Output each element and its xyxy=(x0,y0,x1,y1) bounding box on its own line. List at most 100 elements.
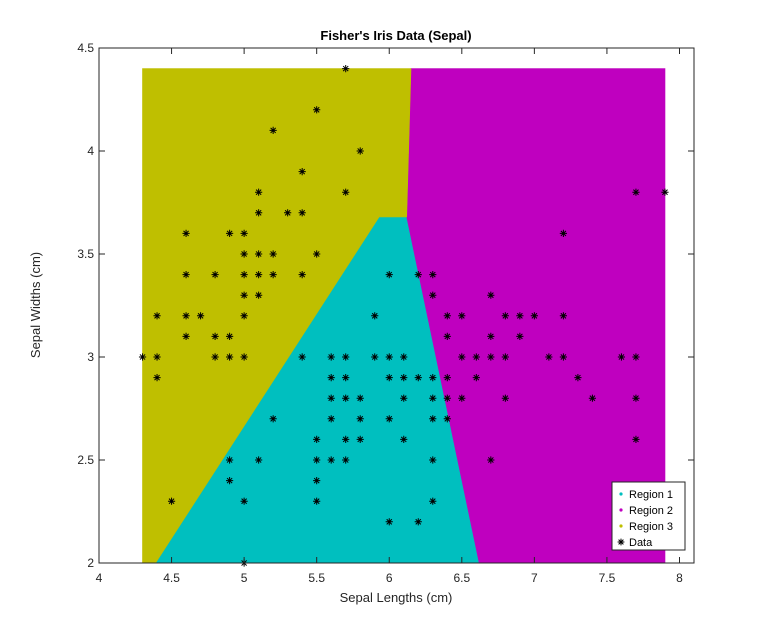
data-point xyxy=(516,312,524,320)
data-points xyxy=(138,65,669,567)
x-tick-label: 5.5 xyxy=(308,571,325,585)
legend-marker xyxy=(617,538,625,546)
data-point xyxy=(226,456,234,464)
y-tick-label: 4 xyxy=(87,144,94,158)
data-point xyxy=(327,394,335,402)
data-point xyxy=(226,332,234,340)
data-point xyxy=(342,65,350,73)
y-tick-label: 3.5 xyxy=(77,247,94,261)
x-tick-label: 7 xyxy=(531,571,538,585)
data-point xyxy=(487,332,495,340)
legend-box xyxy=(611,481,686,551)
data-point xyxy=(327,374,335,382)
data-point xyxy=(414,271,422,279)
data-point xyxy=(559,229,567,237)
data-point xyxy=(313,497,321,505)
y-axis-title: Sepal Widths (cm) xyxy=(28,252,43,358)
legend-item: Data xyxy=(617,537,653,549)
data-point xyxy=(588,394,597,402)
data-point xyxy=(153,312,161,320)
data-point xyxy=(472,374,480,382)
data-point xyxy=(429,497,437,505)
legend-label: Region 2 xyxy=(629,505,673,517)
data-point xyxy=(255,291,263,299)
data-point xyxy=(429,456,437,464)
data-point xyxy=(342,435,350,443)
data-point xyxy=(356,147,364,155)
data-point xyxy=(342,353,350,361)
data-point xyxy=(255,271,263,279)
data-point xyxy=(632,435,640,443)
chart-title: Fisher's Iris Data (Sepal) xyxy=(320,28,471,43)
data-point xyxy=(240,291,248,299)
data-point xyxy=(182,332,190,340)
legend-label: Data xyxy=(629,537,653,549)
data-point xyxy=(501,312,509,320)
data-point xyxy=(211,271,219,279)
data-point xyxy=(617,353,626,361)
data-point xyxy=(327,415,335,423)
data-point xyxy=(443,415,451,423)
data-point xyxy=(559,353,567,361)
data-point xyxy=(356,435,364,443)
data-point xyxy=(138,353,147,361)
data-point xyxy=(501,394,509,402)
data-point xyxy=(196,312,205,320)
x-tick-label: 5 xyxy=(241,571,248,585)
data-point xyxy=(429,291,437,299)
data-point xyxy=(342,394,350,402)
data-point xyxy=(443,374,451,382)
data-point xyxy=(487,353,495,361)
x-tick-label: 7.5 xyxy=(599,571,616,585)
data-point xyxy=(516,332,524,340)
data-point xyxy=(574,374,582,382)
data-point xyxy=(458,353,466,361)
axes-box xyxy=(98,47,695,564)
data-point xyxy=(313,456,321,464)
data-point xyxy=(153,374,161,382)
plot-area xyxy=(98,47,695,567)
data-point xyxy=(400,374,408,382)
y-tick-label: 2.5 xyxy=(77,453,94,467)
data-point xyxy=(472,353,480,361)
data-point xyxy=(429,415,437,423)
data-point xyxy=(211,353,219,361)
data-point xyxy=(385,353,393,361)
data-point xyxy=(356,415,364,423)
data-point xyxy=(269,271,277,279)
data-point xyxy=(269,415,277,423)
data-point xyxy=(269,126,277,134)
data-point xyxy=(298,209,306,217)
data-point xyxy=(400,394,408,402)
y-tick-label: 4.5 xyxy=(77,41,94,55)
data-point xyxy=(240,312,248,320)
legend-item: Region 3 xyxy=(619,521,673,533)
y-axis-ticks: 2 2.5 3 3.5 4 4.5 xyxy=(77,41,694,570)
data-point xyxy=(240,271,248,279)
legend-label: Region 3 xyxy=(629,521,673,533)
data-point xyxy=(182,271,190,279)
data-point xyxy=(385,518,393,526)
data-point xyxy=(313,435,321,443)
data-point xyxy=(632,188,640,196)
data-point xyxy=(559,312,567,320)
legend: Region 1 Region 2 Region 3 Data xyxy=(611,481,686,551)
legend-item: Region 2 xyxy=(619,505,673,517)
data-point xyxy=(240,497,248,505)
data-point xyxy=(545,353,553,361)
data-point xyxy=(429,271,437,279)
decision-regions xyxy=(142,68,666,564)
data-point xyxy=(414,374,422,382)
data-point xyxy=(443,332,451,340)
legend-item: Region 1 xyxy=(619,489,673,501)
data-point xyxy=(385,374,393,382)
data-point xyxy=(240,250,248,258)
data-point xyxy=(632,353,640,361)
data-point xyxy=(182,229,190,237)
data-point xyxy=(429,374,437,382)
data-point xyxy=(255,209,263,217)
data-point xyxy=(240,353,248,361)
legend-marker xyxy=(619,508,623,512)
data-point xyxy=(284,209,292,217)
data-point xyxy=(443,312,451,320)
